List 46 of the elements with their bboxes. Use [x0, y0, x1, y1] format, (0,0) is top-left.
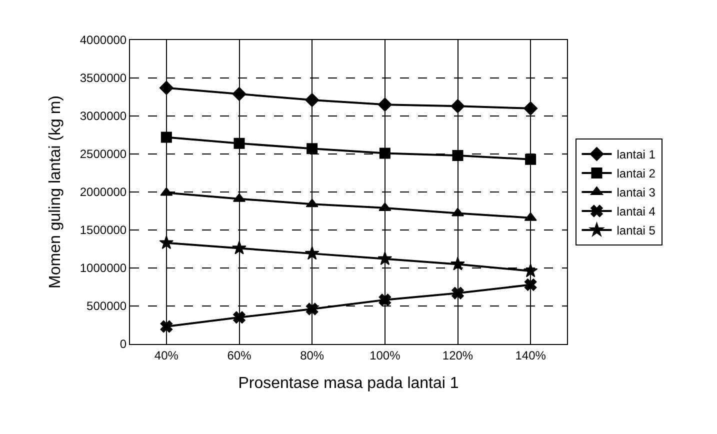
- y-tick-label: 3000000: [80, 109, 127, 124]
- point: [234, 138, 245, 149]
- y-tick-label: 0: [120, 337, 127, 352]
- legend-label: lantai 1: [616, 148, 656, 162]
- point: [159, 235, 174, 250]
- point: [232, 240, 246, 254]
- y-tick-label: 2500000: [80, 147, 127, 162]
- x-axis-title: Prosentase masa pada lantai 1: [238, 375, 459, 392]
- y-tick-label: 1000000: [80, 261, 127, 276]
- point: [160, 132, 172, 143]
- point: [450, 256, 465, 270]
- point: [524, 101, 538, 116]
- point: [379, 148, 390, 159]
- legend-label: lantai 2: [616, 166, 656, 181]
- y-tick-label: 2000000: [80, 185, 127, 200]
- point: [159, 80, 174, 95]
- y-tick-label: 1500000: [80, 223, 127, 238]
- y-tick-label: 4000000: [80, 33, 127, 48]
- x-tick-label: 40%: [154, 348, 179, 362]
- point: [232, 86, 246, 101]
- point: [523, 264, 538, 278]
- x-tick-label: 120%: [442, 348, 474, 362]
- point: [304, 246, 320, 260]
- point: [306, 302, 318, 316]
- x-tick-label: 100%: [370, 348, 401, 362]
- point: [378, 294, 392, 306]
- point: [450, 99, 465, 114]
- point: [452, 286, 464, 300]
- y-tick-label: 3500000: [80, 71, 127, 86]
- point: [378, 98, 392, 112]
- x-tick-label: 80%: [300, 348, 324, 362]
- point: [378, 251, 392, 266]
- point: [233, 311, 246, 324]
- point: [306, 143, 318, 154]
- y-axis-title: Momen guling lantai (kg m): [46, 96, 64, 288]
- point: [160, 320, 173, 333]
- legend-label: lantai 3: [616, 186, 656, 200]
- point: [452, 150, 464, 162]
- point: [524, 278, 537, 291]
- point: [305, 93, 320, 108]
- legend-label: lantai 5: [616, 224, 656, 238]
- legend-label: lantai 4: [616, 204, 656, 219]
- x-tick-label: 140%: [515, 348, 546, 362]
- x-tick-label: 60%: [227, 348, 252, 362]
- point: [525, 154, 536, 165]
- y-tick-label: 500000: [86, 299, 127, 314]
